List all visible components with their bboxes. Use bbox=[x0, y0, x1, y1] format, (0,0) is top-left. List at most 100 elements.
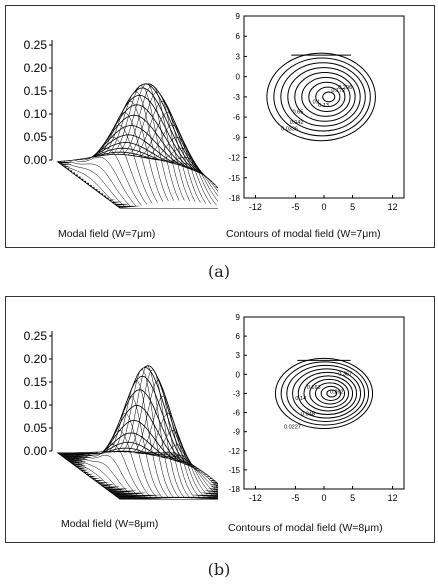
surface-plot-b: 0.00 0.05 0.10 0.15 0.20 0.25 bbox=[24, 329, 218, 500]
y-tick-label: 6 bbox=[236, 32, 241, 41]
contour-level-label: 0.172 bbox=[331, 88, 345, 94]
surface-cross-line bbox=[170, 452, 218, 488]
y-tick-label: -9 bbox=[233, 428, 241, 437]
surface-cross-line bbox=[111, 85, 174, 201]
contour-line bbox=[266, 52, 376, 142]
surface-cross-line bbox=[154, 147, 217, 206]
surface-cross-line bbox=[143, 430, 206, 499]
y-tick-label: -12 bbox=[228, 447, 240, 456]
contour-line bbox=[280, 361, 370, 426]
surface-cross-line bbox=[68, 160, 131, 207]
contour-line bbox=[286, 364, 366, 422]
y-tick-label: -12 bbox=[228, 154, 240, 163]
surface-cross-line bbox=[170, 160, 218, 192]
x-tick-label: 5 bbox=[350, 493, 355, 503]
surface-cross-line bbox=[63, 160, 126, 208]
surface-cross-line bbox=[73, 452, 137, 500]
x-tick-label: 12 bbox=[388, 493, 398, 503]
contour-level-label: 0.048 bbox=[301, 412, 315, 418]
surface-cross-line bbox=[68, 452, 131, 500]
x-tick-label: -12 bbox=[249, 202, 262, 212]
z-tick-label: 0.25 bbox=[24, 38, 48, 52]
panel-a: 0.00 0.05 0.10 0.15 0.20 0.25 9 6 3 0 -3 -6 -9 -12 -1… bbox=[5, 5, 435, 248]
surface-cross-line bbox=[79, 452, 142, 499]
panel-b: 0.00 0.05 0.10 0.15 0.20 0.25 9 6 3 0 -3 -6 -9 -12 -1… bbox=[5, 296, 435, 543]
contour-line bbox=[292, 368, 362, 419]
contour-line bbox=[297, 371, 358, 415]
surface-cross-line bbox=[159, 452, 218, 496]
surface-cross-line bbox=[84, 136, 148, 205]
left-caption-b: Modal field (W=8μm) bbox=[61, 518, 159, 530]
x-tick-label: -5 bbox=[291, 202, 299, 212]
surface-cross-line bbox=[127, 379, 190, 498]
x-tick-label: 12 bbox=[388, 202, 398, 212]
surface-cross-line bbox=[138, 413, 201, 499]
z-tick-label: 0.10 bbox=[24, 398, 48, 412]
surface-cross-line bbox=[106, 91, 169, 202]
surface-cross-line bbox=[133, 395, 196, 499]
sublabel-b: (b) bbox=[207, 560, 231, 579]
surface-cross-line bbox=[100, 100, 164, 202]
surface-cross-line bbox=[165, 452, 218, 492]
x-tick-label: 0 bbox=[321, 202, 326, 212]
contour-level-label: 0.65 bbox=[293, 110, 304, 116]
x-tick-label: -5 bbox=[291, 493, 299, 503]
right-caption-b: Contours of modal field (W=8μm) bbox=[228, 522, 383, 534]
surface-cross-line bbox=[132, 100, 196, 202]
surface-plot-a: 0.00 0.05 0.10 0.15 0.20 0.25 bbox=[24, 38, 218, 209]
y-tick-label: 0 bbox=[236, 370, 241, 379]
y-tick-label: -3 bbox=[233, 93, 241, 102]
y-tick-label: -6 bbox=[233, 113, 241, 122]
surface-cross-line bbox=[116, 83, 180, 201]
surface-cross-line bbox=[143, 124, 207, 204]
z-tick-label: 0.00 bbox=[24, 153, 48, 167]
y-tick-label: 6 bbox=[236, 332, 241, 341]
z-tick-label: 0.15 bbox=[24, 375, 48, 389]
surface-cross-line bbox=[138, 112, 201, 203]
contour-level-label: 0.206 bbox=[338, 85, 352, 91]
contour-line bbox=[314, 382, 346, 405]
z-tick-label: 0.25 bbox=[24, 329, 48, 343]
surface-cross-line bbox=[149, 444, 212, 499]
x-tick-label: -12 bbox=[249, 493, 262, 503]
y-tick-label: 0 bbox=[236, 73, 241, 82]
x-tick-label: 5 bbox=[350, 202, 355, 212]
z-tick-label: 0.10 bbox=[24, 107, 48, 121]
surface-cross-line bbox=[95, 112, 158, 203]
surface-cross-line bbox=[95, 413, 158, 499]
contour-line bbox=[274, 357, 374, 429]
z-tick-label: 0.05 bbox=[24, 130, 48, 144]
surface-cross-line bbox=[116, 365, 180, 498]
surface-cross-line bbox=[127, 91, 190, 202]
contour-line bbox=[273, 57, 371, 137]
y-tick-label: -18 bbox=[228, 485, 240, 494]
surface-cross-line bbox=[90, 430, 153, 499]
surface-cross-line bbox=[84, 444, 147, 499]
contour-level-label: 0.367 bbox=[338, 372, 352, 378]
surface-cross-line bbox=[63, 452, 126, 500]
surface-slice-fill bbox=[117, 493, 218, 497]
surface-cross-line bbox=[122, 85, 185, 201]
surface-cross-line bbox=[175, 452, 218, 484]
y-tick-label: -18 bbox=[228, 194, 240, 203]
left-caption-a: Modal field (W=7μm) bbox=[58, 228, 156, 240]
contour-level-label: 0.0227 bbox=[284, 424, 301, 430]
surface-cross-line bbox=[90, 124, 153, 204]
contour-line bbox=[294, 72, 356, 122]
contour-line bbox=[287, 67, 361, 127]
y-tick-label: 9 bbox=[236, 12, 241, 21]
contour-line bbox=[308, 81, 346, 112]
contour-level-label: 0.163 bbox=[307, 385, 321, 391]
contour-level-label: 0.042 bbox=[290, 120, 304, 126]
contour-line bbox=[309, 378, 350, 408]
contour-frame bbox=[243, 15, 405, 199]
z-tick-label: 0.15 bbox=[24, 84, 48, 98]
surface-cross-line bbox=[100, 395, 164, 499]
contour-line bbox=[320, 385, 342, 401]
z-tick-label: 0.05 bbox=[24, 421, 48, 435]
surface-cross-line bbox=[57, 161, 121, 208]
x-tick-label: 0 bbox=[321, 493, 326, 503]
contour-line bbox=[280, 62, 366, 132]
contour-level-label: 0.13 bbox=[318, 103, 329, 109]
